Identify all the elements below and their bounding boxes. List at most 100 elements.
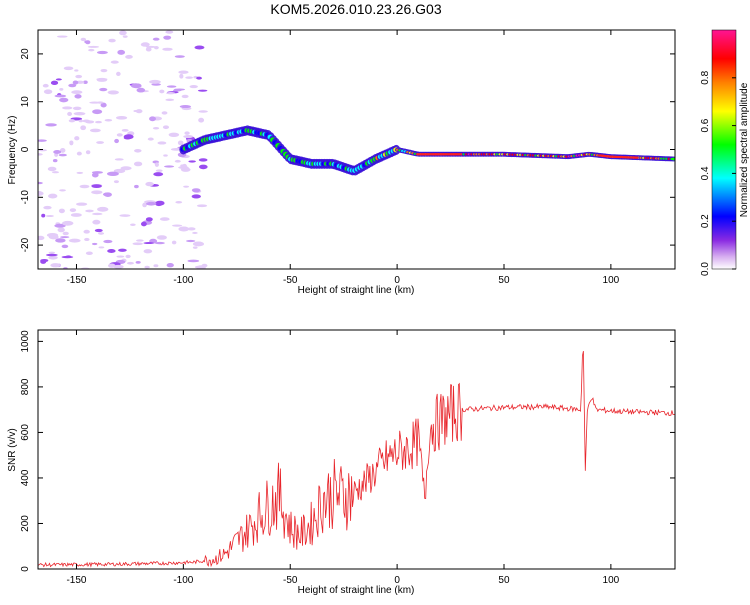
spectrogram-noise-blob <box>192 231 198 234</box>
spectrogram-noise-blob <box>166 263 174 268</box>
spectrogram-noise-blob <box>58 153 67 157</box>
spectrogram-noise-blob <box>108 263 116 268</box>
spectrogram-noise-blob <box>198 110 208 113</box>
colorbar-tick-label: 0.8 <box>700 70 711 84</box>
spectrogram-noise-blob <box>113 180 119 184</box>
spectrogram-noise-blob <box>140 221 147 227</box>
spectrogram-noise-blob <box>144 265 150 269</box>
spectrogram-noise-blob <box>75 74 83 79</box>
spectrogram-noise-blob <box>48 193 58 199</box>
spectrogram-noise-blob <box>38 191 44 197</box>
spectrogram-noise-blob <box>38 139 47 142</box>
spectrogram-ytick-label: -20 <box>20 237 31 252</box>
snr-ytick-label: 200 <box>20 515 31 532</box>
spectrogram-noise-blob <box>96 101 104 104</box>
spectrogram-noise-blob <box>168 132 180 137</box>
spectrogram-plot-area <box>38 30 675 269</box>
spectrogram-noise-blob <box>57 227 65 233</box>
spectrogram-noise-blob <box>175 201 183 204</box>
colorbar-gradient <box>712 30 736 269</box>
spectrogram-noise-blob <box>187 259 200 263</box>
spectrogram-noise-blob <box>74 69 79 72</box>
spectrogram-noise-blob <box>107 248 116 253</box>
spectrogram-noise-blob <box>91 242 98 246</box>
spectrogram-noise-blob <box>51 171 60 174</box>
spectrogram-noise-blob <box>76 171 84 174</box>
spectrogram-noise-blob <box>153 172 164 177</box>
spectrogram-noise-blob <box>171 224 183 227</box>
spectrogram-noise-blob <box>163 35 172 40</box>
spectrogram-noise-blob <box>50 80 59 86</box>
spectrogram-noise-blob <box>189 85 198 89</box>
spectrogram-noise-blob <box>159 217 170 221</box>
spectrogram-noise-blob <box>185 76 193 79</box>
snr-xtick-label: -50 <box>283 575 298 586</box>
colorbar-label: Normalized spectral amplitude <box>739 82 750 217</box>
spectrogram-noise-blob <box>59 189 66 192</box>
snr-xtick-label: 100 <box>603 575 620 586</box>
spectrogram-xtick-label: 50 <box>498 275 510 286</box>
spectrogram-noise-blob <box>85 251 93 255</box>
spectrogram-noise-blob <box>156 235 167 240</box>
spectrogram-noise-blob <box>130 223 136 226</box>
spectrogram-noise-blob <box>84 40 90 44</box>
spectrogram-noise-blob <box>60 236 70 239</box>
spectrogram-noise-blob <box>164 165 175 168</box>
spectrogram-noise-blob <box>179 105 192 109</box>
spectrogram-noise-blob <box>98 232 105 235</box>
spectrogram-noise-blob <box>103 239 113 244</box>
snr-ytick-label: 800 <box>20 378 31 395</box>
spectrogram-xtick-label: -100 <box>173 275 193 286</box>
snr-panel: -150 -100 -50 0 50 100 0 200 400 600 800 1000 Heig… <box>7 329 676 596</box>
spectrogram-noise-blob <box>100 102 107 108</box>
spectrogram-noise-blob <box>107 90 119 95</box>
spectrogram-noise-blob <box>145 181 154 187</box>
spectrogram-noise-blob <box>122 35 128 38</box>
spectrogram-noise-blob <box>191 188 201 193</box>
snr-plot-area <box>38 330 675 569</box>
spectrogram-noise-blob <box>52 159 58 163</box>
spectrogram-noise-blob <box>45 253 58 257</box>
spectrogram-noise-blob <box>187 227 196 231</box>
spectrogram-noise-blob <box>104 118 113 122</box>
spectrogram-noise-blob <box>82 119 91 123</box>
spectrogram-noise-blob <box>96 50 108 55</box>
spectrogram-noise-blob <box>71 90 83 95</box>
spectrogram-noise-blob <box>170 148 182 151</box>
spectrogram-ytick-label: 10 <box>20 96 31 108</box>
spectrogram-noise-blob <box>118 248 127 252</box>
spectrogram-noise-blob <box>198 117 205 123</box>
spectrogram-noise-blob <box>149 116 156 122</box>
spectrogram-noise-blob <box>54 223 66 228</box>
colorbar-frame <box>711 29 737 270</box>
spectrogram-noise-blob <box>61 244 69 249</box>
spectrogram-noise-blob <box>96 77 108 81</box>
snr-frame <box>37 329 676 570</box>
spectrogram-noise-blob <box>43 89 53 95</box>
spectrogram-noise-blob <box>151 83 161 86</box>
spectrogram-xtick-label: 100 <box>603 275 620 286</box>
snr-ylabel: SNR (v/v) <box>7 428 18 471</box>
spectrogram-noise-blob <box>91 190 103 195</box>
spectrogram-noise-blob <box>171 240 177 245</box>
spectrogram-noise-blob <box>62 231 69 236</box>
spectrogram-noise-blob <box>80 125 87 131</box>
spectrogram-noise-blob <box>83 80 88 85</box>
spectrogram-noise-blob <box>114 158 124 161</box>
spectrogram-ytick-label: 20 <box>20 48 31 60</box>
spectrogram-noise-blob <box>172 89 182 92</box>
spectrogram-noise-blob <box>75 202 88 206</box>
spectrogram-noise-blob <box>95 120 102 124</box>
spectrogram-noise-blob <box>121 128 129 132</box>
spectrogram-noise-blob <box>55 238 66 243</box>
spectrogram-noise-blob <box>198 158 208 162</box>
spectrogram-noise-blob <box>142 202 147 208</box>
spectrogram-noise-blob <box>183 185 190 188</box>
spectrogram-noise-blob <box>153 45 159 50</box>
spectrogram-noise-blob <box>145 45 156 48</box>
spectrogram-noise-blob <box>67 111 73 116</box>
spectrogram-noise-blob <box>140 42 150 47</box>
spectrogram-noise-blob <box>96 141 105 144</box>
spectrogram-noise-blob <box>62 106 73 110</box>
spectrogram-noise-blob <box>92 212 103 216</box>
